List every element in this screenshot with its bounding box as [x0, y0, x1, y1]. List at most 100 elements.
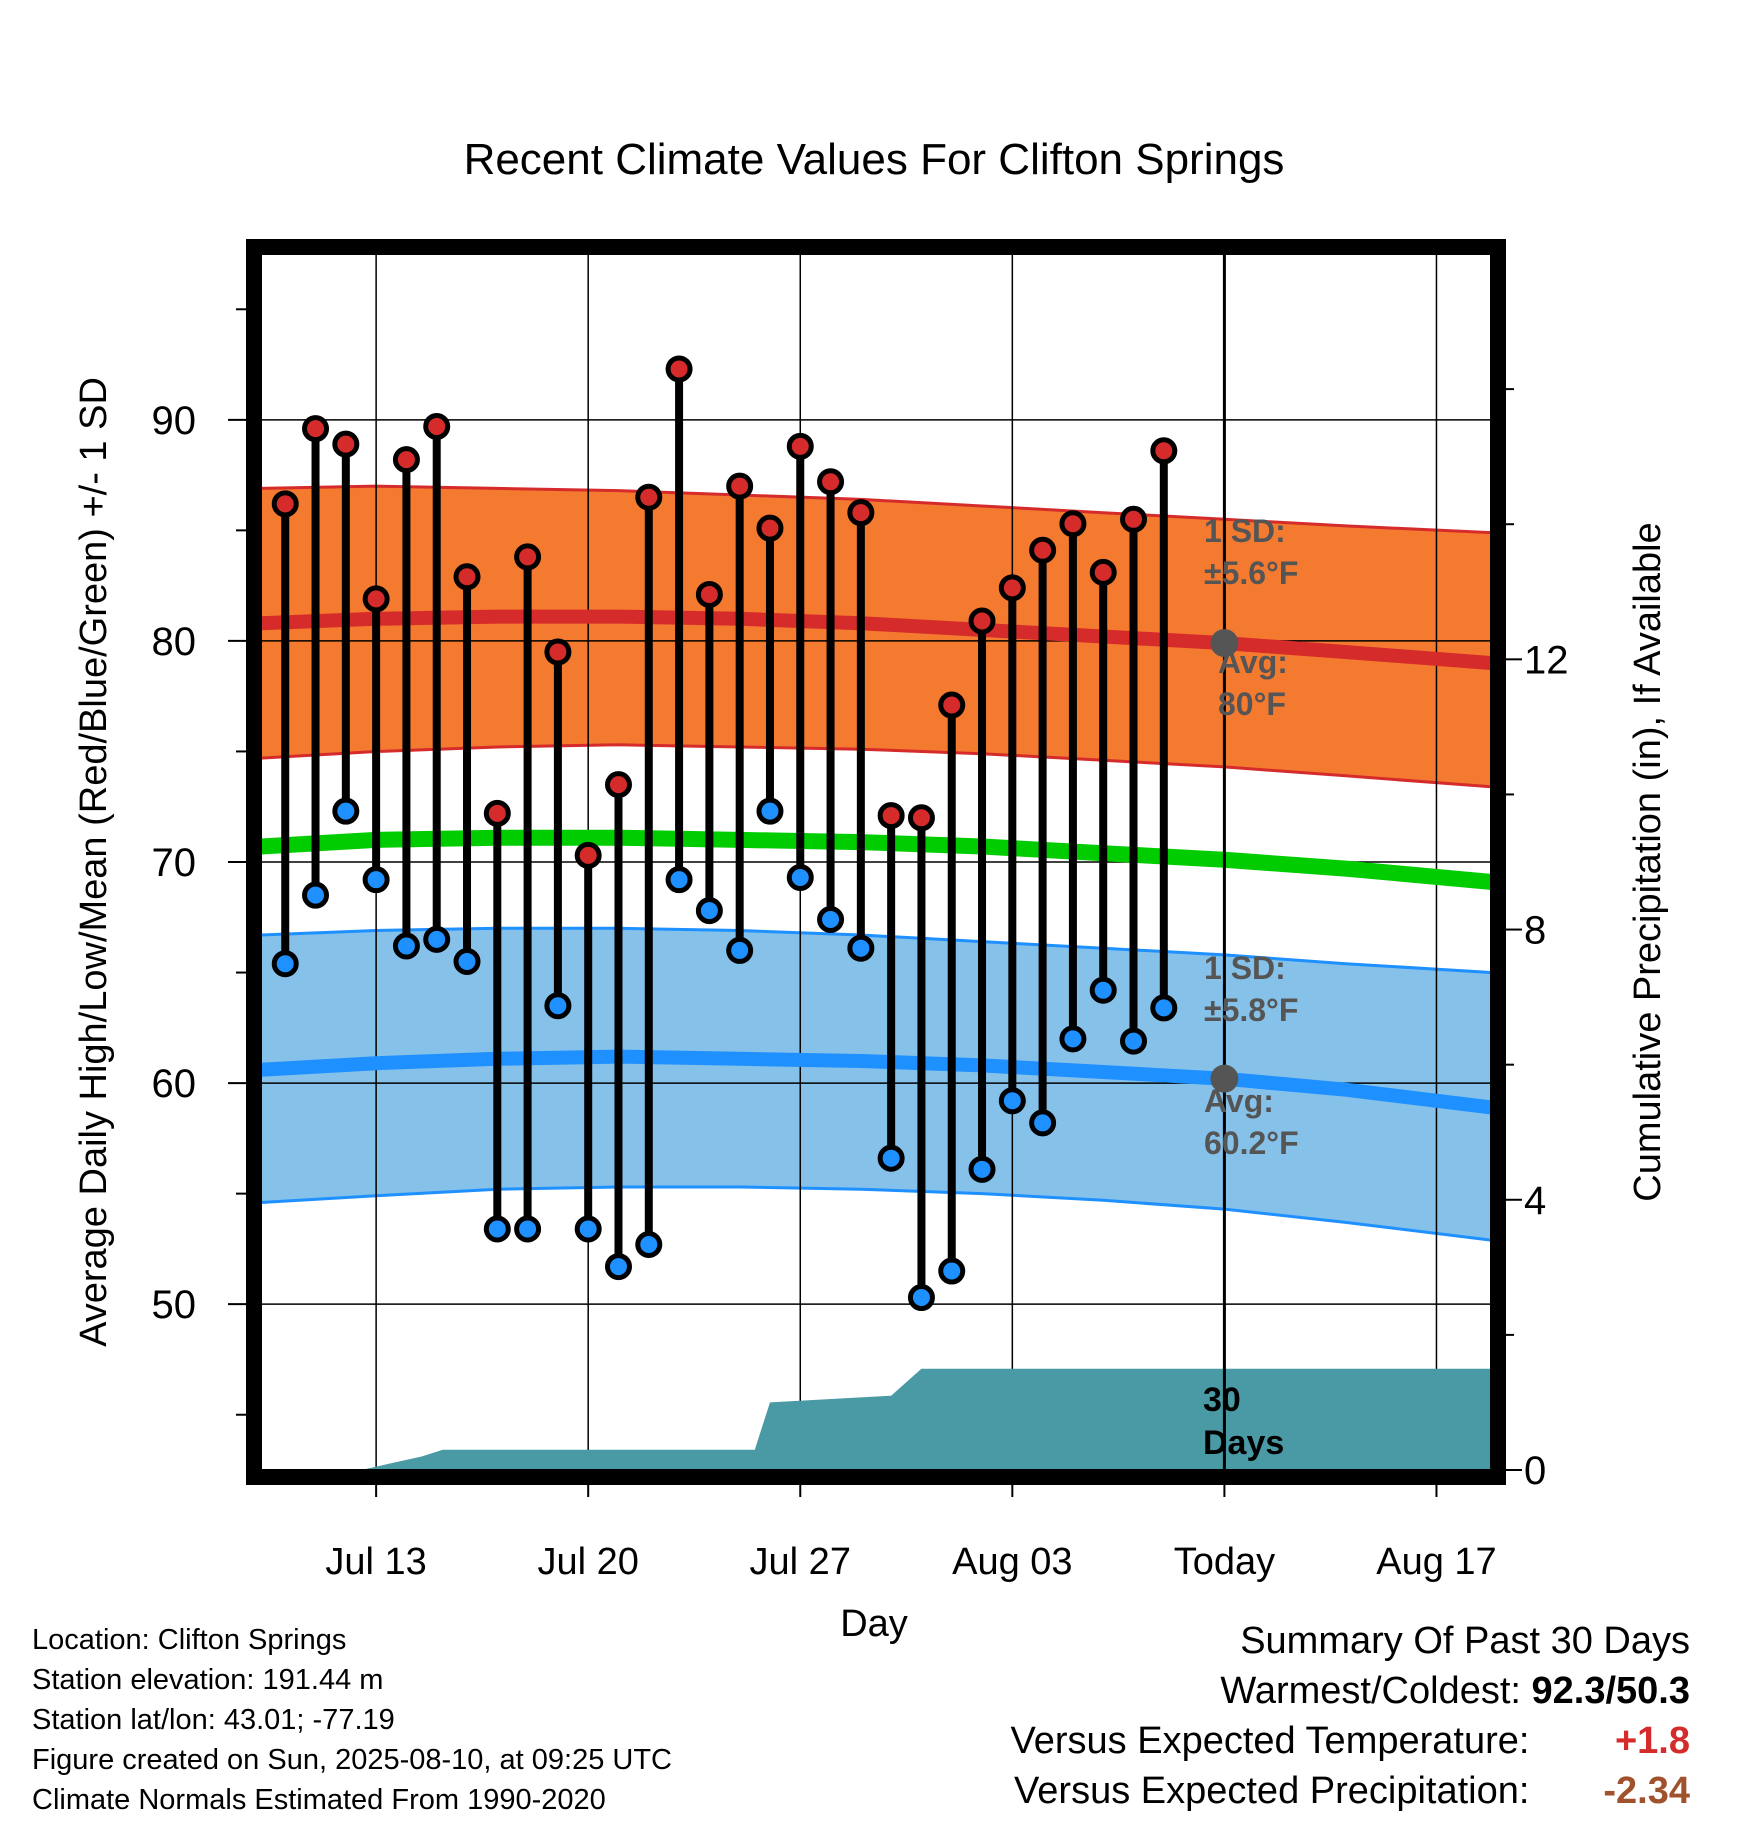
- plot-frame: [246, 239, 1506, 1485]
- low-dot: [1150, 994, 1178, 1022]
- today-label-line2: Days: [1203, 1424, 1284, 1462]
- daily-dots: [271, 355, 1178, 1312]
- low-dot: [665, 866, 693, 894]
- y-tick-label: 90: [152, 399, 197, 443]
- high-dot: [998, 574, 1026, 602]
- low-dot: [453, 947, 481, 975]
- x-axis: Jul 13 Jul 20 Jul 27 Aug 03 Today Aug 17: [325, 1485, 1497, 1583]
- average-annotations: 1 SD: ±5.6°F Avg: 80°F 1 SD: ±5.8°F Avg:…: [1204, 513, 1299, 1161]
- high-dot: [1059, 510, 1087, 538]
- high-dot: [514, 543, 542, 571]
- low-dot: [483, 1215, 511, 1243]
- x-tick-label: Jul 13: [325, 1541, 426, 1583]
- high-dot: [1120, 505, 1148, 533]
- warmest-value: 92.3/50.3: [1531, 1670, 1690, 1712]
- temp-label: Versus Expected Temperature:: [1010, 1720, 1530, 1762]
- low-dot: [726, 936, 754, 964]
- chart-title: Recent Climate Values For Clifton Spring…: [464, 135, 1285, 184]
- high-dot: [665, 355, 693, 383]
- high-dot: [332, 430, 360, 458]
- precip-cumulative: [261, 1368, 1491, 1470]
- precip-label: Versus Expected Precipitation:: [1014, 1770, 1530, 1812]
- warmest-label: Warmest/Coldest:: [1220, 1670, 1521, 1712]
- high-dot: [635, 483, 663, 511]
- low-dot: [998, 1087, 1026, 1115]
- high-dot: [302, 415, 330, 443]
- summary-warmest-row: Warmest/Coldest: 92.3/50.3: [1011, 1666, 1690, 1716]
- y2-tick-label: 0: [1524, 1449, 1546, 1493]
- created-text: Figure created on Sun, 2025-08-10, at 09…: [32, 1744, 672, 1776]
- summary-title: Summary Of Past 30 Days: [1240, 1620, 1690, 1662]
- avg-high-marker: [1210, 629, 1239, 658]
- high-dot: [544, 638, 572, 666]
- low-dot: [423, 925, 451, 953]
- today-label-line1: 30: [1203, 1381, 1241, 1419]
- low-dot: [968, 1155, 996, 1183]
- low-dot: [392, 932, 420, 960]
- temp-value: +1.8: [1614, 1720, 1690, 1762]
- x-tick-label: Jul 20: [537, 1541, 638, 1583]
- normals-text: Climate Normals Estimated From 1990-2020: [32, 1784, 606, 1816]
- low-dot: [332, 797, 360, 825]
- high-dot: [695, 580, 723, 608]
- summary-temp-row: Versus Expected Temperature: +1.8: [1011, 1716, 1690, 1766]
- high-avg-value: 80°F: [1218, 686, 1286, 722]
- low-dot: [635, 1230, 663, 1258]
- y-axis-label: Average Daily High/Low/Mean (Red/Blue/Gr…: [73, 377, 115, 1347]
- low-dot: [574, 1215, 602, 1243]
- low-dot: [695, 897, 723, 925]
- location-text: Location: Clifton Springs: [32, 1624, 347, 1656]
- high-dot: [968, 607, 996, 635]
- high-avg-label: Avg:: [1218, 644, 1288, 680]
- y-tick-label: 70: [152, 841, 197, 885]
- x-tick-label: Today: [1174, 1541, 1275, 1583]
- low-dot: [544, 992, 572, 1020]
- summary-precip-row: Versus Expected Precipitation: -2.34: [1011, 1766, 1690, 1816]
- daily-stems: [281, 368, 1168, 1298]
- high-dot: [817, 468, 845, 496]
- x-tick-label: Aug 03: [952, 1541, 1072, 1583]
- x-axis-label: Day: [840, 1603, 908, 1645]
- high-dot: [453, 563, 481, 591]
- y-tick-label: 80: [152, 620, 197, 664]
- high-sd-band: [261, 486, 1491, 787]
- low-dot: [938, 1257, 966, 1285]
- low-avg-value: 60.2°F: [1204, 1125, 1299, 1161]
- low-dot: [877, 1144, 905, 1172]
- normal-low-line: [261, 1049, 1491, 1115]
- high-dot: [726, 472, 754, 500]
- high-dot: [877, 802, 905, 830]
- low-avg-label: Avg:: [1204, 1083, 1274, 1119]
- low-sd-band-lower-edge: [261, 1185, 1491, 1242]
- low-dot: [514, 1215, 542, 1243]
- elevation-text: Station elevation: 191.44 m: [32, 1664, 384, 1696]
- high-sd-value: ±5.6°F: [1204, 555, 1298, 591]
- high-sd-label: 1 SD:: [1204, 513, 1286, 549]
- y-tick-label: 50: [152, 1283, 197, 1327]
- high-dot: [1150, 437, 1178, 465]
- y-tick-label: 60: [152, 1062, 197, 1106]
- high-dot: [271, 490, 299, 518]
- low-dot: [786, 863, 814, 891]
- y2-tick-label: 4: [1524, 1179, 1546, 1223]
- low-sd-label: 1 SD:: [1204, 950, 1286, 986]
- high-dot: [1029, 536, 1057, 564]
- today-label: 30 Days: [1203, 1381, 1284, 1462]
- precip-value: -2.34: [1603, 1770, 1690, 1812]
- y-axis-left: 50 60 70 80 90: [152, 308, 246, 1416]
- low-dot: [817, 905, 845, 933]
- low-dot: [302, 881, 330, 909]
- station-info: Location: Clifton Springs Station elevat…: [32, 1620, 672, 1820]
- today-marker: [1210, 254, 1239, 1470]
- x-tick-label: Jul 27: [750, 1541, 851, 1583]
- precipitation-area: [261, 1368, 1491, 1470]
- high-dot: [907, 804, 935, 832]
- low-dot: [271, 950, 299, 978]
- low-dot: [1029, 1109, 1057, 1137]
- normal-mean-line: [261, 829, 1491, 890]
- high-dot: [604, 771, 632, 799]
- high-dot: [938, 691, 966, 719]
- high-dot: [786, 432, 814, 460]
- low-dot: [847, 934, 875, 962]
